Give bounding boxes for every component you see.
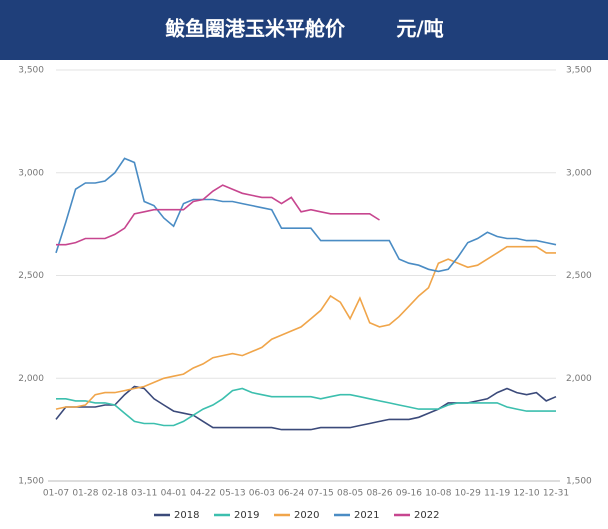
y-tick-label: 1,500 [18,477,44,487]
x-tick-label: 05-13 [219,489,245,499]
x-tick-label: 08-05 [337,489,363,499]
x-tick-label: 10-29 [455,489,481,499]
series-line [55,157,557,273]
legend-label: 2020 [294,510,319,521]
series-line [56,387,556,427]
chart-title: 鲅鱼圈港玉米平舱价 [165,17,346,41]
x-tick-label: 10-08 [425,489,451,499]
x-tick-label: 12-31 [543,489,569,499]
y-tick-label: 3,000 [18,168,44,178]
x-tick-label: 06-24 [278,489,304,499]
x-tick-label: 09-16 [396,489,422,499]
x-tick-label: 03-11 [131,489,157,499]
x-tick-label: 01-28 [72,489,98,499]
x-tick-label: 04-22 [190,489,216,499]
x-tick-label: 08-26 [366,489,392,499]
x-tick-label: 01-07 [43,489,69,499]
x-tick-label: 07-15 [308,489,334,499]
y2-tick-label: 1,500 [566,477,592,487]
y-tick-label: 2,500 [18,271,44,281]
series-line [55,245,556,410]
y2-tick-label: 2,000 [566,374,592,384]
unit-label: 元/吨 [396,17,443,41]
y2-tick-label: 3,000 [566,168,592,178]
legend-label: 2022 [414,510,439,521]
series-line [56,184,380,246]
x-tick-label: 12-10 [514,489,540,499]
legend-label: 2019 [234,510,259,521]
y2-tick-label: 3,500 [566,66,592,76]
series-line [55,385,557,431]
y2-tick-label: 2,500 [566,271,592,281]
title-banner [0,0,608,60]
x-tick-label: 06-03 [249,489,275,499]
x-tick-label: 04-01 [161,489,187,499]
y-tick-label: 2,000 [18,374,44,384]
legend-label: 2018 [174,510,199,521]
x-tick-label: 02-18 [102,489,128,499]
x-tick-label: 11-19 [484,489,510,499]
legend-label: 2021 [354,510,379,521]
y-tick-label: 3,500 [18,66,44,76]
